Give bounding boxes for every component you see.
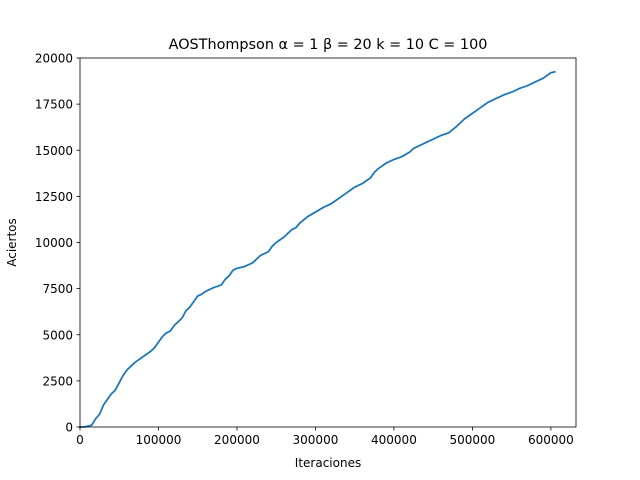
x-tick-label: 500000 [449,433,495,447]
y-tick-label: 5000 [42,328,73,342]
x-tick-label: 100000 [136,433,182,447]
y-tick-label: 2500 [42,374,73,388]
y-tick-label: 17500 [35,98,73,112]
series-layer [79,70,556,428]
y-axis-label: Aciertos [5,218,19,267]
y-tick-label: 10000 [35,236,73,250]
x-tick-label: 600000 [528,433,574,447]
y-tick-label: 15000 [35,144,73,158]
x-tick-label: 200000 [214,433,260,447]
y-tick-label: 7500 [42,282,73,296]
y-tick-label: 20000 [35,52,73,66]
x-axis-label: Iteraciones [295,456,361,470]
y-axis: 0 2500 5000 7500 10000 12500 15000 17500 20000 [35,52,80,435]
x-tick-label: 0 [76,433,84,447]
x-tick-label: 400000 [371,433,417,447]
y-tick-label: 12500 [35,190,73,204]
y-tick-label: 0 [65,421,73,435]
series-line [79,70,556,428]
x-axis: 0 100000 200000 300000 400000 500000 600000 [76,427,574,447]
chart-title: AOSThompson α = 1 β = 20 k = 10 C = 100 [169,37,488,53]
x-tick-label: 300000 [293,433,339,447]
